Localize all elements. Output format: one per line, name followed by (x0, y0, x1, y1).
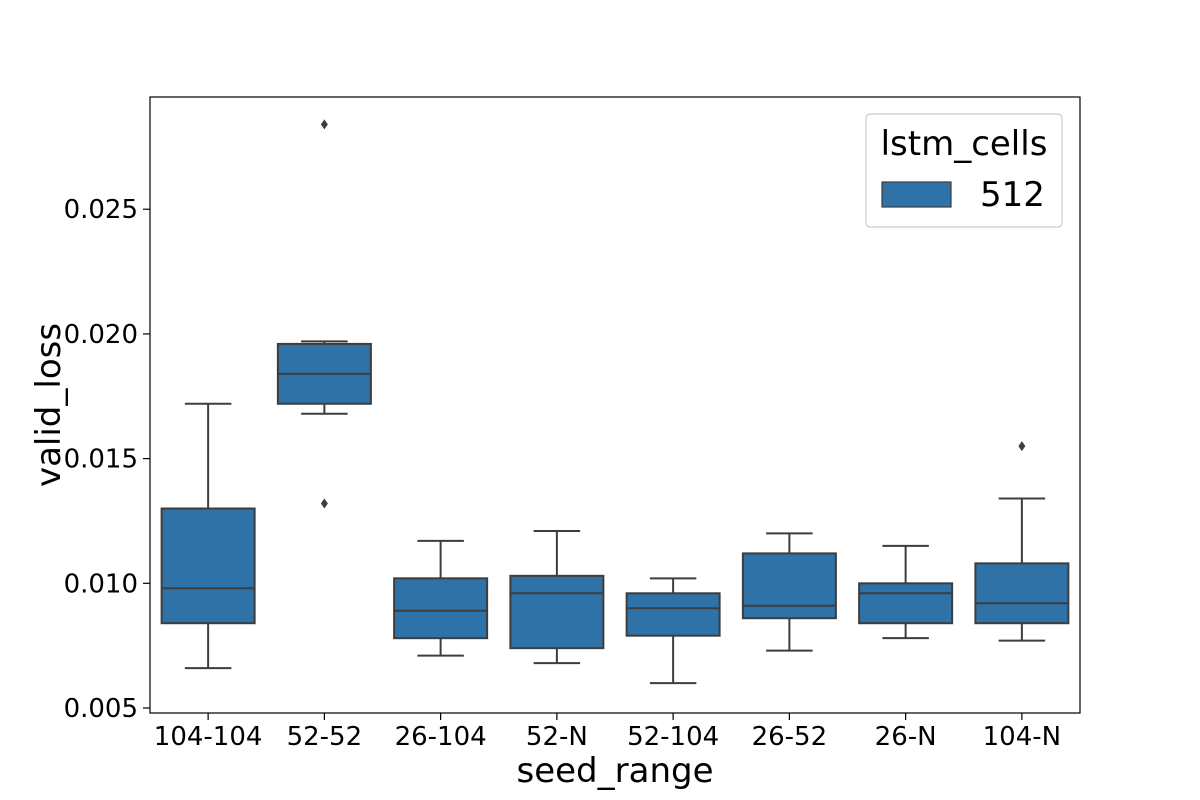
box-104-104 (160, 402, 256, 670)
x-tick-label: 52-104 (627, 722, 719, 752)
box-iqr (741, 552, 837, 620)
outlier-point (1018, 441, 1026, 452)
outlier-point (320, 119, 328, 130)
x-tick-label: 104-104 (154, 722, 263, 752)
box-iqr (160, 507, 256, 625)
y-tick-label: 0.020 (64, 320, 138, 350)
x-tick-label: 52-N (526, 722, 588, 752)
x-axis: 104-104 52-52 26-104 52-N 52-104 26-52 26-N 104… (154, 713, 1061, 752)
y-tick-label: 0.015 (64, 445, 138, 475)
box-104-N (974, 441, 1070, 642)
box-iqr (509, 574, 605, 650)
box-26-104 (393, 539, 489, 657)
plot-area-frame (149, 96, 1081, 714)
box-iqr (858, 582, 954, 625)
x-tick-label: 52-52 (287, 722, 363, 752)
box-52-52 (276, 119, 372, 509)
legend-swatch-512 (881, 181, 952, 208)
box-iqr (393, 577, 489, 640)
x-tick-label: 26-104 (395, 722, 487, 752)
x-axis-label: seed_range (517, 751, 714, 791)
y-tick-label: 0.025 (64, 195, 138, 225)
outlier-point (320, 498, 328, 509)
y-axis: 0.005 0.010 0.015 0.020 0.025 (64, 195, 150, 724)
box-52-N (509, 529, 605, 665)
legend-label-512: 512 (980, 175, 1045, 215)
box-26-52 (741, 532, 837, 652)
legend: lstm_cells 512 (865, 113, 1063, 228)
y-axis-label: valid_loss (29, 323, 69, 487)
box-iqr (974, 562, 1070, 625)
legend-title: lstm_cells (881, 124, 1048, 164)
x-tick-label: 26-52 (752, 722, 828, 752)
y-tick-label: 0.010 (64, 569, 138, 599)
x-tick-label: 26-N (875, 722, 937, 752)
y-tick-label: 0.005 (64, 694, 138, 724)
plot-marks (160, 119, 1070, 685)
box-26-N (858, 544, 954, 640)
box-52-104 (625, 577, 721, 685)
box-iqr (625, 592, 721, 637)
x-tick-label: 104-N (983, 722, 1061, 752)
